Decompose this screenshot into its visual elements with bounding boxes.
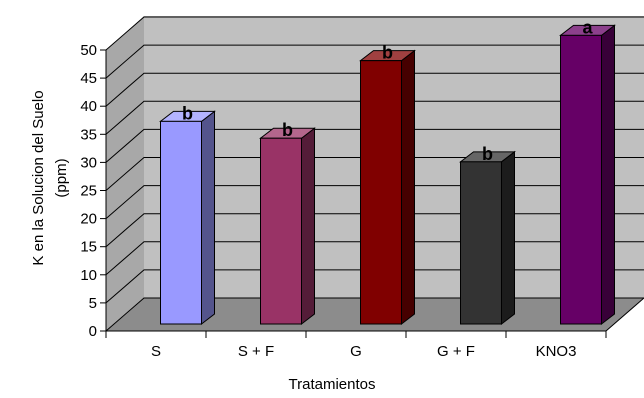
bar-side bbox=[601, 24, 615, 326]
y-tick-label: 35 bbox=[80, 126, 97, 143]
y-tick-label: 0 bbox=[89, 323, 97, 340]
significance-label: b bbox=[282, 120, 293, 140]
bar-side bbox=[301, 127, 315, 326]
bar-side bbox=[401, 49, 415, 326]
x-tick-label: S bbox=[151, 343, 161, 360]
bar-front bbox=[560, 34, 602, 325]
bar-side bbox=[201, 110, 215, 326]
bar-side bbox=[501, 150, 515, 326]
y-tick-label: 45 bbox=[80, 70, 97, 87]
y-axis-title-line2: (ppm) bbox=[53, 158, 70, 197]
y-tick-label: 25 bbox=[80, 183, 97, 200]
gridline bbox=[105, 44, 644, 79]
significance-label: b bbox=[482, 144, 493, 164]
bar-front bbox=[260, 137, 302, 325]
y-tick-label: 40 bbox=[80, 98, 97, 115]
bar bbox=[259, 127, 316, 326]
y-tick-label: 30 bbox=[80, 154, 97, 171]
bar-front bbox=[460, 161, 502, 325]
bar bbox=[159, 110, 216, 326]
bar-front bbox=[160, 120, 202, 325]
x-tick-label: S + F bbox=[238, 343, 274, 360]
bar bbox=[459, 150, 516, 326]
gridline bbox=[105, 100, 644, 135]
y-tick-labels: 0 5 10 15 20 25 30 35 40 45 50 bbox=[80, 42, 97, 340]
y-axis-title-line1: K en la Solucion del Suelo bbox=[30, 90, 47, 265]
gridline bbox=[105, 16, 644, 51]
y-tick-label: 50 bbox=[80, 42, 97, 59]
floor-front-edge bbox=[605, 297, 644, 332]
bar-front bbox=[360, 60, 402, 325]
bar bbox=[359, 49, 416, 326]
x-tick-label: KNO3 bbox=[536, 343, 577, 360]
x-tick-labels: S S + F G G + F KNO3 bbox=[105, 331, 607, 360]
bar bbox=[559, 24, 616, 326]
y-tick-label: 10 bbox=[80, 267, 97, 284]
x-axis-title: Tratamientos bbox=[289, 376, 376, 393]
significance-label: b bbox=[182, 103, 193, 123]
significance-label: b bbox=[382, 43, 393, 63]
x-tick-label: G + F bbox=[437, 343, 475, 360]
x-tick-label: G bbox=[350, 343, 362, 360]
gridline bbox=[105, 72, 644, 107]
y-tick-label: 20 bbox=[80, 211, 97, 228]
bars bbox=[159, 24, 616, 326]
significance-labels: b b b b a bbox=[182, 17, 593, 163]
significance-label: a bbox=[582, 17, 593, 37]
y-tick-label: 15 bbox=[80, 239, 97, 256]
gridline bbox=[105, 128, 644, 163]
y-tick-label: 5 bbox=[89, 295, 97, 312]
